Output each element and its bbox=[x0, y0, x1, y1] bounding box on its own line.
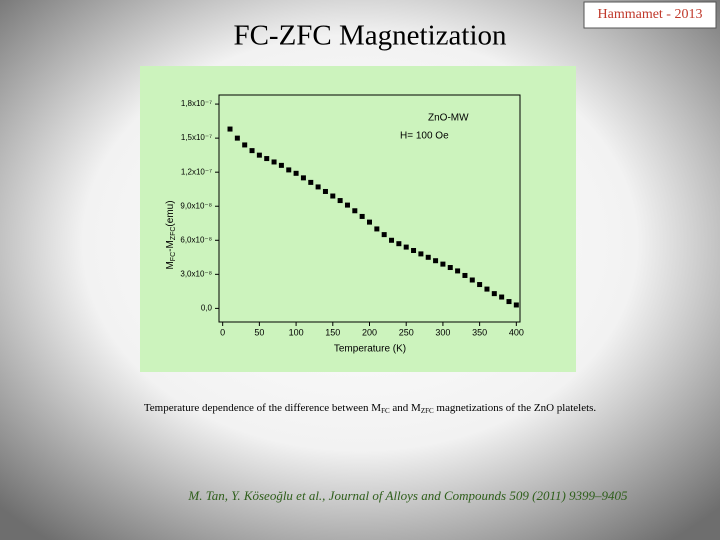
plot: 0 50 100 150 200 250 300 350 400 0,0 3,0x10⁻⁸ 6,0x1… bbox=[180, 99, 523, 337]
data-point bbox=[242, 142, 248, 148]
data-point bbox=[322, 188, 328, 194]
data-point bbox=[491, 291, 497, 297]
data-point bbox=[484, 286, 490, 292]
data-point bbox=[374, 226, 380, 232]
y-tick-label: 1,5x10⁻⁷ bbox=[181, 133, 212, 142]
data-point bbox=[477, 282, 483, 288]
data-point bbox=[389, 237, 395, 243]
x-axis-label: Temperature (K) bbox=[334, 344, 406, 355]
slide-title: FC-ZFC Magnetization bbox=[233, 20, 507, 52]
x-tick-label: 100 bbox=[289, 327, 304, 337]
annotation: H= 100 Oe bbox=[400, 131, 449, 142]
data-point bbox=[315, 184, 321, 190]
data-point bbox=[411, 247, 417, 253]
data-point bbox=[506, 299, 512, 305]
data-point bbox=[418, 251, 424, 257]
data-point bbox=[513, 302, 519, 308]
data-point bbox=[256, 152, 262, 158]
y-label-part: (emu) bbox=[165, 200, 176, 226]
y-tick-label: 9,0x10⁻⁸ bbox=[180, 201, 212, 210]
x-tick-label: 0 bbox=[220, 327, 225, 337]
data-point bbox=[469, 277, 475, 283]
plot-panel bbox=[140, 66, 576, 372]
y-tick-label: 1,2x10⁻⁷ bbox=[181, 167, 212, 176]
caption-part: magnetizations of the ZnO platelets. bbox=[434, 402, 597, 414]
annotation: ZnO-MW bbox=[428, 113, 469, 124]
data-point bbox=[447, 265, 453, 271]
data-point bbox=[440, 261, 446, 267]
caption: Temperature dependence of the difference… bbox=[144, 402, 597, 415]
caption-part: FC bbox=[381, 407, 390, 415]
y-axis-label: MFC-MZFC(emu) bbox=[165, 200, 177, 269]
data-point bbox=[293, 170, 299, 176]
citation: M. Tan, Y. Köseoğlu et al., Journal of A… bbox=[187, 488, 628, 503]
data-point bbox=[330, 193, 336, 199]
x-tick-label: 200 bbox=[362, 327, 377, 337]
x-tick-label: 150 bbox=[325, 327, 340, 337]
data-point bbox=[227, 126, 233, 132]
x-tick-label: 350 bbox=[472, 327, 487, 337]
y-tick-label: 0,0 bbox=[201, 303, 213, 312]
data-point bbox=[249, 148, 255, 154]
y-tick-label: 6,0x10⁻⁸ bbox=[180, 235, 212, 244]
data-point bbox=[286, 167, 292, 173]
y-label-part: FC bbox=[170, 252, 177, 261]
x-tick-label: 300 bbox=[435, 327, 450, 337]
y-label-part: ZFC bbox=[170, 227, 177, 241]
data-point bbox=[462, 272, 468, 278]
y-label-part: M bbox=[165, 261, 176, 269]
data-point bbox=[308, 179, 314, 185]
data-point bbox=[264, 156, 270, 162]
data-point bbox=[278, 162, 284, 168]
data-point bbox=[271, 159, 277, 165]
data-point bbox=[425, 254, 431, 260]
data-point bbox=[300, 175, 306, 181]
data-point bbox=[433, 258, 439, 264]
badge: Hammamet - 2013 bbox=[598, 7, 703, 22]
badge-box bbox=[583, 1, 717, 29]
data-point bbox=[337, 198, 343, 204]
data-point bbox=[344, 202, 350, 208]
caption-part: Temperature dependence of the difference… bbox=[144, 402, 381, 414]
x-tick-label: 400 bbox=[509, 327, 524, 337]
data-point bbox=[499, 294, 505, 300]
y-tick-label: 3,0x10⁻⁸ bbox=[180, 269, 212, 278]
data-point bbox=[396, 241, 402, 247]
data-point bbox=[403, 244, 409, 250]
y-label-part: -M bbox=[165, 240, 176, 252]
data-point bbox=[234, 135, 240, 141]
caption-part: ZFC bbox=[421, 407, 434, 415]
caption-part: and M bbox=[390, 402, 421, 414]
data-point bbox=[352, 208, 358, 214]
x-tick-label: 50 bbox=[254, 327, 264, 337]
x-tick-label: 250 bbox=[399, 327, 414, 337]
data-point bbox=[367, 219, 372, 225]
data-point bbox=[359, 213, 365, 219]
data-point bbox=[455, 268, 461, 274]
y-tick-label: 1,8x10⁻⁷ bbox=[181, 99, 212, 108]
data-point bbox=[381, 232, 387, 238]
